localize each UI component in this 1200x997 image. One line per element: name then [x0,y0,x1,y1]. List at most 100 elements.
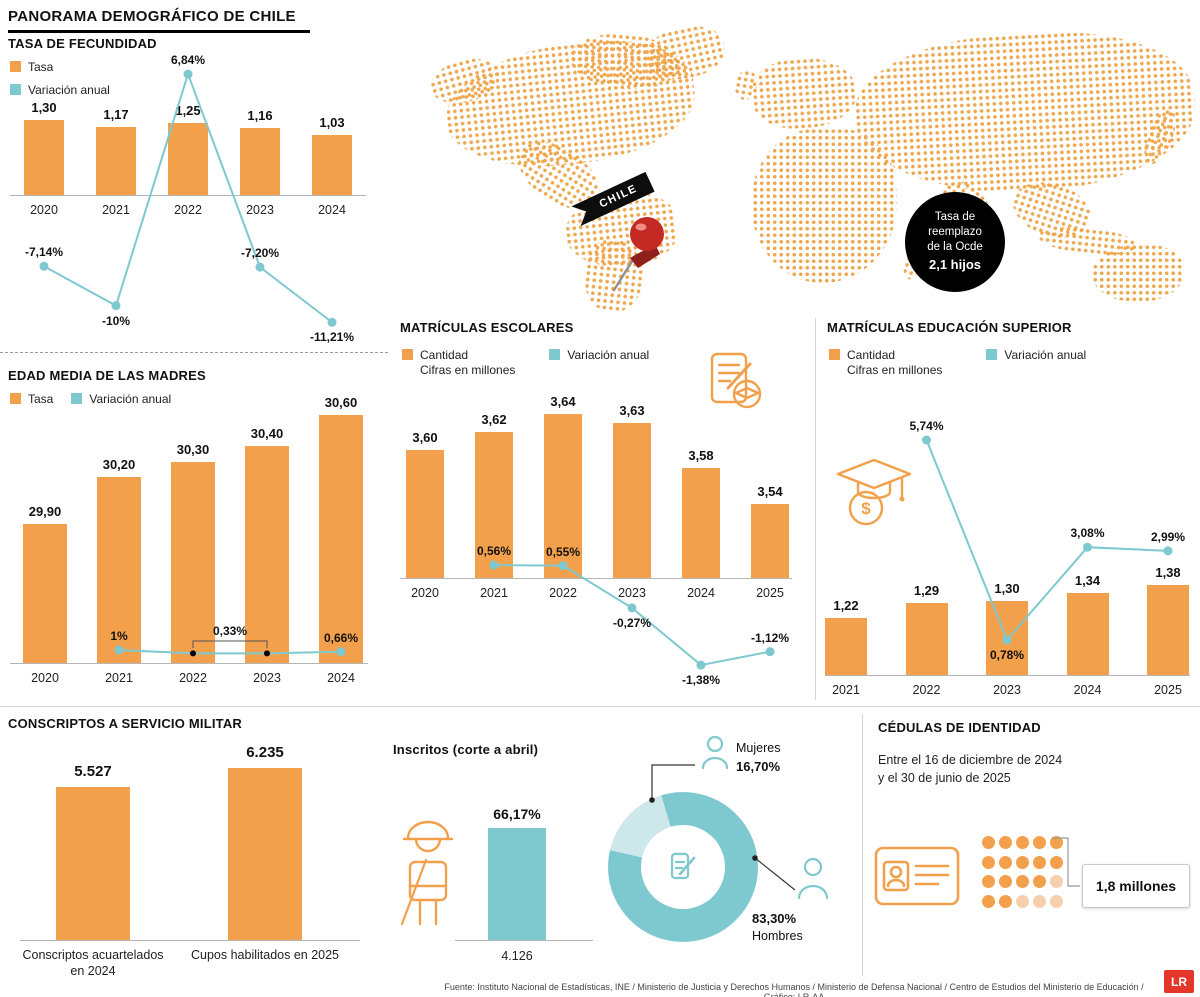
population-dot [999,875,1012,888]
x-axis [825,675,1190,676]
x-axis [10,663,368,664]
category-label: 2020 [411,586,439,600]
id-card-icon [874,846,960,906]
men-icon [797,857,829,900]
section-title-madres: EDAD MEDIA DE LAS MADRES [8,368,206,383]
bar [1066,593,1109,675]
population-dots-grid [982,836,1064,911]
bar-value-label: 3,58 [688,448,714,464]
bar [96,127,136,195]
superior-legend: Cantidad Cifras en millones Variación anu… [829,348,1086,378]
bar-value-label: 3,64 [550,394,576,410]
map-continent-asia [851,25,1199,201]
variation-label: 5,74% [909,419,944,433]
school-document-icon [710,352,762,409]
population-dot [1050,894,1063,908]
bar-value-label: 3,60 [412,430,438,446]
map-pin-icon [612,217,664,292]
bar [171,461,215,663]
bar [613,423,651,578]
bar-value-label: 1,25 [175,102,201,118]
donut-hole [641,825,725,909]
category-label: 2024 [1073,683,1102,697]
cedulas-period: Entre el 16 de diciembre de 2024 y el 30… [878,752,1062,787]
bar-value-label: 1,17 [103,107,129,123]
variation-line [922,435,1173,645]
men-percentage: 83,30% [752,911,797,926]
period-line1: Entre el 16 de diciembre de 2024 [878,753,1063,767]
bar [319,415,363,663]
bar-value-label: 66,17% [493,805,541,822]
category-label: 2022 [179,671,207,685]
variation-label: 0,78% [989,647,1025,662]
category-label: 2022 [174,203,202,217]
badge-text: Tasa de [934,211,976,224]
bar-swatch [10,61,21,72]
category-label: Cupos habilitados en 2025 [190,948,340,962]
badge-text: de la Ocde [927,241,983,254]
category-label: 2023 [993,683,1021,697]
variation-line [39,69,337,327]
bar [168,122,208,195]
bar [905,603,948,675]
variation-label: 0,66% [323,630,359,645]
legend-line2: Cifras en millones [847,363,943,377]
bar [488,827,546,940]
population-dot [999,836,1012,849]
category-label: 2023 [246,203,274,217]
variation-label: -1,38% [681,673,721,688]
bar [97,477,141,663]
oecd-replacement-badge: Tasa de reemplazo de la Ocde 2,1 hijos [905,192,1005,292]
legend-line1: Cantidad [420,348,469,362]
legend-item-variacion: Variación anual [71,392,171,407]
category-label: 2025 [756,586,784,600]
legend-label: Variación anual [1004,348,1087,362]
variation-label: -10% [101,313,131,328]
bar [56,787,130,940]
population-dot [1016,855,1029,869]
population-dot [1033,855,1046,869]
legend-item-cantidad: Cantidad Cifras en millones [402,348,515,378]
category-label: 2021 [105,671,133,685]
variation-label: -7,14% [24,245,64,260]
escolares-legend: Cantidad Cifras en millones Variación anu… [402,348,649,378]
legend-label: Tasa [28,392,54,406]
variation-label: -0,27% [612,615,652,630]
variation-label: -11,21% [309,330,355,345]
legend-item-tasa: Tasa [10,392,53,407]
x-axis [10,195,366,196]
dots-bracket-line [1052,837,1080,887]
legend-label: Variación anual [28,83,110,97]
bar-swatch [10,393,21,404]
divider-vertical-cedulas [862,714,863,976]
bar-value-label: 1,30 [31,99,57,115]
population-dot [1050,836,1063,849]
population-dot [1050,855,1063,869]
legend-item-variacion: Variación anual [549,348,649,378]
population-dot [1016,875,1029,888]
map-continent-africa [752,128,897,283]
legend-item-variacion: Variación anual [986,348,1086,378]
section-title-conscriptos: CONSCRIPTOS A SERVICIO MILITAR [8,716,243,731]
divider-dashed [0,352,388,353]
bar [751,504,789,578]
variation-label: 1% [110,629,128,643]
bar [23,523,67,663]
category-label: 2021 [480,586,508,600]
line-swatch [986,349,998,360]
bar [24,119,64,195]
women-icon [701,735,729,770]
legend-item-variacion: Variación anual [10,83,110,98]
bar-value-label: 5.527 [74,763,112,781]
category-label: 4.126 [501,949,533,963]
category-label: 2020 [30,203,58,217]
section-title-cedulas: CÉDULAS DE IDENTIDAD [878,720,1041,735]
bar [406,450,444,578]
legend-line1: Cantidad [847,348,896,362]
legend-label: Variación anual [567,348,650,362]
source-attribution: Fuente: Instituto Nacional de Estadístic… [444,982,1144,997]
population-dot [1016,836,1029,849]
bar-value-label: 3,63 [619,403,645,419]
bar [245,446,289,663]
